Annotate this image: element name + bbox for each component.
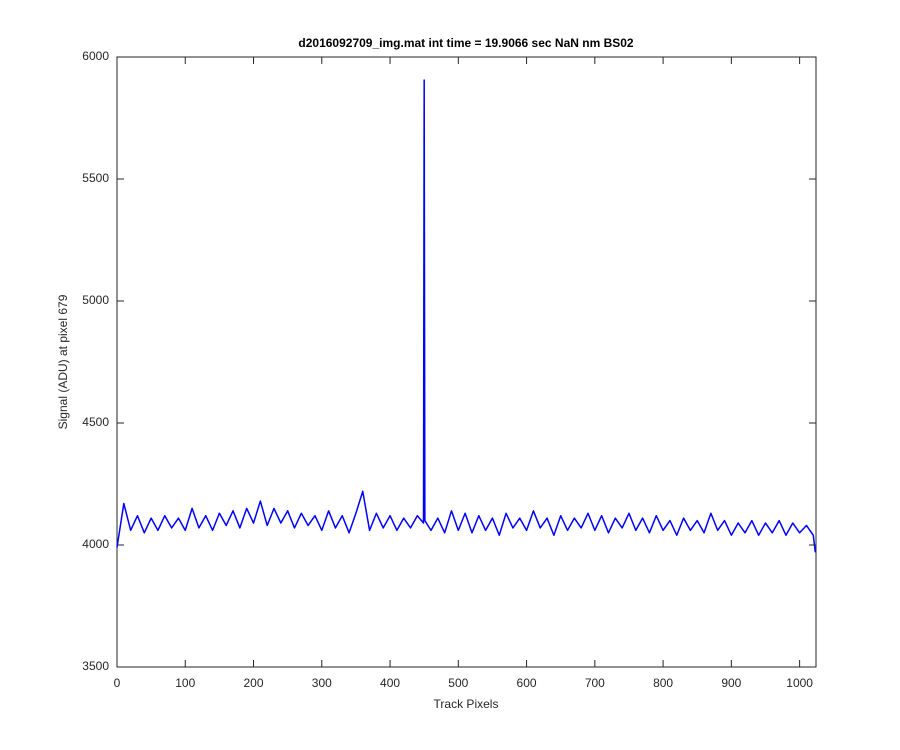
y-tick-label: 5000 bbox=[82, 293, 109, 307]
y-tick-label: 4000 bbox=[82, 537, 109, 551]
x-tick-label: 500 bbox=[448, 676, 468, 690]
x-axis-label: Track Pixels bbox=[434, 697, 499, 711]
y-tick-label: 3500 bbox=[82, 659, 109, 673]
x-tick-label: 700 bbox=[585, 676, 605, 690]
x-tick-label: 1000 bbox=[786, 676, 813, 690]
plot-frame bbox=[116, 56, 817, 668]
y-axis-label: Signal (ADU) at pixel 679 bbox=[56, 294, 70, 429]
x-tick-label: 200 bbox=[244, 676, 264, 690]
y-tick-label: 5500 bbox=[82, 171, 109, 185]
x-tick-label: 300 bbox=[312, 676, 332, 690]
y-tick-label: 6000 bbox=[82, 49, 109, 63]
y-tick-label: 4500 bbox=[82, 415, 109, 429]
x-tick-label: 800 bbox=[653, 676, 673, 690]
data-line bbox=[116, 79, 817, 553]
x-tick-label: 900 bbox=[721, 676, 741, 690]
chart-title: d2016092709_img.mat int time = 19.9066 s… bbox=[298, 36, 634, 50]
x-tick-label: 400 bbox=[380, 676, 400, 690]
x-tick-label: 600 bbox=[517, 676, 537, 690]
x-tick-label: 0 bbox=[114, 676, 121, 690]
x-tick-label: 100 bbox=[175, 676, 195, 690]
